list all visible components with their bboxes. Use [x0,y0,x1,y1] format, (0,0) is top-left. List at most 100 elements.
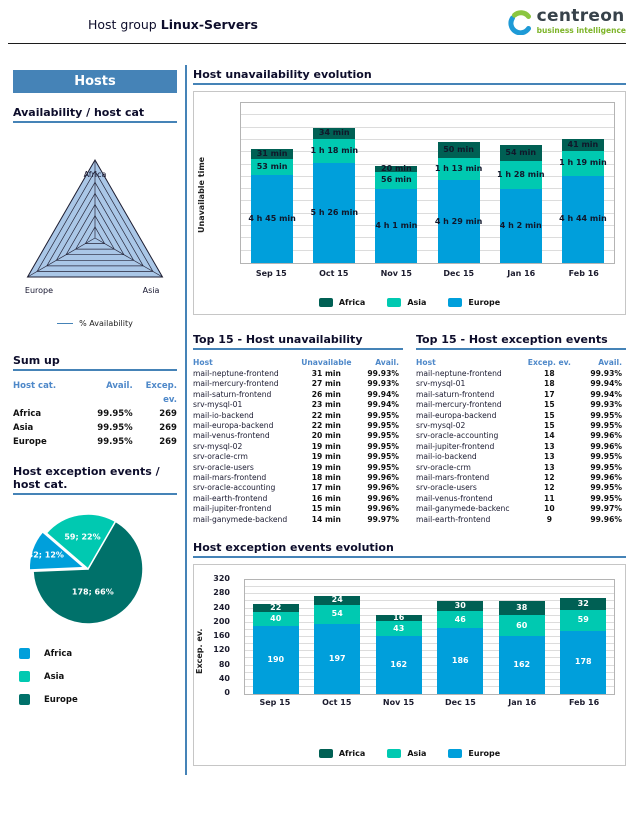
gridline [241,225,614,227]
host-name: mail-venus-frontend [193,431,270,441]
table-row: mail-jupiter-frontend 15 min 99.96% [193,504,403,514]
bar-value-label: 16 [393,613,405,623]
gridline [241,200,614,202]
host-name: mail-io-backend [416,452,477,462]
host-name: mail-mars-frontend [416,473,490,483]
table-header-row: Host Unavailable Avail. [193,356,403,369]
table-header-row: Host Excep. ev. Avail. [416,356,626,369]
bar-value-label: 1 h 13 min [434,164,483,173]
table-row: mail-earth-frontend 9 99.96% [416,515,626,525]
bar-segment-africa: 24 [314,596,361,605]
gridline [245,586,614,588]
bar-jan-16: 162 60 38 [498,601,545,695]
x-axis-label: Jan 16 [508,698,537,708]
top-unavailability-section: Top 15 - Host unavailability Host Unavail… [193,333,403,525]
bar-segment-europe: 162 [375,636,422,695]
cell-value: 99.96% [367,473,399,483]
bar-value-label: 60 [516,620,528,630]
exception-section-heading: Host exception events / host cat. [13,465,177,495]
bar-value-label: 59 [577,615,589,625]
cell-value: 269 [159,409,177,419]
x-axis-label: Jan 16 [507,269,536,278]
bar-value-label: 4 h 2 min [499,220,542,230]
bar-oct-15: 197 54 24 [314,596,361,695]
host-name: mail-earth-frontend [193,493,268,503]
bar-segment-asia: 1 h 19 min [559,151,607,176]
bar-value-label: 190 [267,655,285,665]
cell-value: 99.96% [367,483,399,493]
bar-value-label: 186 [451,655,469,665]
legend-label: Europe [44,694,78,705]
y-axis-tick: 240 [213,602,230,612]
x-axis-labels: Sep 15 Oct 15 Nov 15 Dec 15 Jan 16 Feb 16 [244,698,615,707]
exceptions-evolution-heading: Host exception events evolution [193,541,626,559]
bar-segment-asia: 1 h 13 min [434,157,483,181]
bar-segment-asia: 40 [252,612,299,627]
table-row: mail-ganymede-backenc 10 99.97% [416,504,626,514]
host-name: srv-mysql-01 [193,400,243,410]
bar-dec-15: 186 46 30 [437,600,484,695]
bar-value-label: 1 h 18 min [310,145,359,155]
table-row: mail-venus-frontend 20 min 99.95% [193,431,403,441]
report-header: Host group Linux-Servers centreon busine… [8,0,626,44]
bar-segment-europe: 162 [498,636,545,695]
y-axis-title: Unavailable time [197,156,206,233]
bar-segment-asia: 1 h 18 min [310,138,359,163]
bar-value-label: 162 [390,660,408,670]
legend-label: Africa [44,648,73,659]
cell-value: 99.94% [590,379,622,389]
column-header: Excep. ev. [145,381,177,405]
radar-legend: % Availability [13,319,177,328]
column-header: Excep. ev. [527,358,571,367]
bar-value-label: 4 h 45 min [248,214,296,224]
x-axis-label: Feb 16 [568,269,599,278]
bar-value-label: 34 min [318,128,350,138]
cell-value: 31 min [311,369,341,378]
bar-value-label: 46 [454,614,466,624]
cell-value: 11 [544,493,555,503]
table-row: mail-jupiter-frontend 13 99.96% [416,442,626,452]
cell-value: 27 min [311,379,341,389]
host-name: mail-mars-frontend [193,473,267,483]
table-row: srv-mysql-02 19 min 99.95% [193,442,403,452]
sidebar-title: Hosts [13,70,177,93]
bar-sep-15: 190 40 22 [252,604,299,695]
sum-up-table: Host cat. Avail. Excep. ev. Africa 99.95% 269… [13,379,177,449]
legend-label: Asia [44,671,65,682]
host-name: mail-saturn-frontend [193,389,272,399]
table-row: mail-earth-frontend 16 min 99.96% [193,494,403,504]
bar-nov-15: 4 h 1 min 56 min 20 min [375,164,418,263]
cell-value: 99.95% [590,452,622,462]
bar-value-label: 56 min [381,175,412,185]
gridline [245,657,614,659]
bar-segment-asia: 54 [314,604,361,624]
bar-value-label: 30 [454,601,466,611]
host-name: Asia [13,423,34,433]
table-row: mail-europa-backend 15 99.95% [416,411,626,421]
cell-value: 23 min [311,400,341,410]
bar-segment-asia: 56 min [375,171,418,189]
cell-value: 10 [544,504,555,514]
cell-value: 13 [544,452,555,462]
column-header: Avail. [375,358,399,367]
bar-segment-asia: 60 [498,615,545,637]
cell-value: 99.94% [590,389,622,399]
x-axis-label: Feb 16 [568,698,600,708]
gridline [241,237,614,239]
cell-value: 99.94% [367,400,399,410]
legend-line-swatch [57,323,74,324]
gridline [241,163,614,165]
legend-label: % Availability [79,319,133,328]
cell-value: 99.95% [590,410,622,420]
x-axis-label: Nov 15 [380,269,412,278]
centreon-icon [508,9,531,35]
table-row: mail-mercury-frontend 15 99.93% [416,400,626,410]
y-axis-ticks: 0 40 80 120 160 200 240 280 320 [194,574,238,697]
legend-label: Africa [338,298,366,307]
cell-value: 99.96% [590,473,622,483]
bar-jan-16: 4 h 2 min 1 h 28 min 54 min [497,144,545,263]
host-name: mail-saturn-frontend [416,389,495,399]
cell-value: 99.95% [367,462,399,472]
bar-segment-europe: 197 [314,623,361,695]
